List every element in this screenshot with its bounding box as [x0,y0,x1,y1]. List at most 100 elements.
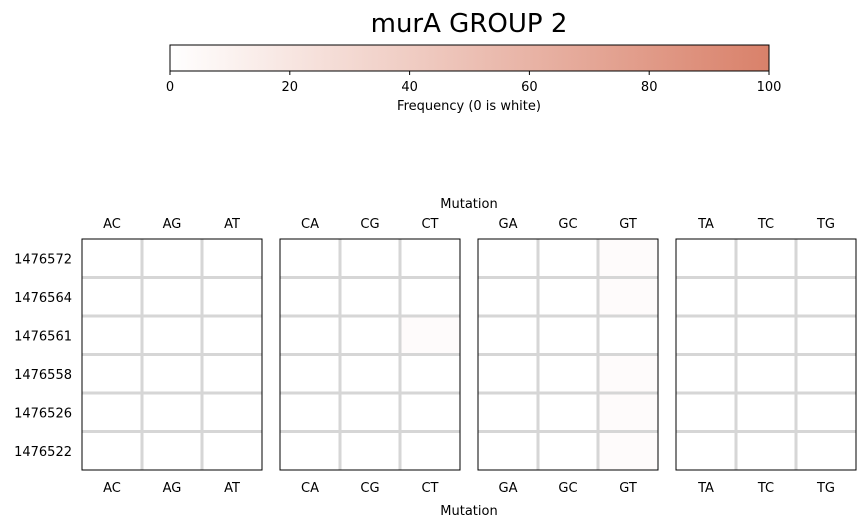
heatmap-cell [676,393,736,432]
row-label: 1476522 [14,445,72,460]
column-label-bottom: AC [103,481,121,496]
heatmap-cell [736,316,796,355]
heatmap-cell [598,354,658,393]
colorbar-tick-label: 0 [166,80,174,95]
colorbar-gradient [169,44,770,72]
heatmap-cell [340,431,400,470]
heatmap-panels: ACACAGAGATATCACACGCGCTCTGAGAGCGCGTGTTATA… [81,217,857,496]
column-label-bottom: TA [697,481,714,496]
heatmap-cell [202,316,262,355]
heatmap-cell [340,316,400,355]
heatmap-cell [400,316,460,355]
column-label-top: GA [499,217,518,232]
heatmap-cell [400,277,460,316]
column-label-top: AT [224,217,240,232]
column-label-bottom: TG [816,481,835,496]
heatmap-cell [142,316,202,355]
colorbar: 0 20 40 60 80 100 Frequency (0 is white) [166,44,782,114]
heatmap-cell [280,239,340,278]
colorbar-tick-label: 40 [401,80,418,95]
heatmap-cell [280,393,340,432]
x-axis-label-bottom: Mutation [440,504,497,519]
column-label-bottom: GA [499,481,518,496]
heatmap-cell [796,277,856,316]
panel-frame [675,238,857,471]
column-label-top: AG [163,217,182,232]
heatmap-cell [598,316,658,355]
heatmap-cell [676,354,736,393]
panel-frame [477,238,659,471]
panel-G: GA GA GC GC GT GT [477,217,659,496]
column-label-top: CT [421,217,438,232]
column-label-bottom: CT [421,481,438,496]
row-label: 1476572 [14,252,72,267]
column-label-bottom: TC [757,481,774,496]
heatmap-cell [796,316,856,355]
column-label-top: TA [697,217,714,232]
heatmap-cell [676,316,736,355]
colorbar-tick-label: 20 [282,80,299,95]
heatmap-cell [82,316,142,355]
heatmap-cell [478,239,538,278]
panel-C: CA CA CG CG CT CT [279,217,461,496]
heatmap-cell [82,354,142,393]
heatmap-cell [142,277,202,316]
heatmap-cell [598,277,658,316]
heatmap-cell [736,393,796,432]
row-labels: 1476572 1476564 1476561 1476558 1476526 14765… [14,252,72,460]
heatmap-cell [340,393,400,432]
heatmap-cell [796,354,856,393]
heatmap-cell [478,316,538,355]
heatmap-cell [340,277,400,316]
heatmap-cell [676,277,736,316]
heatmap-cell [400,239,460,278]
heatmap-cell [142,393,202,432]
heatmap-cell [538,393,598,432]
column-label-top: TG [816,217,835,232]
heatmap-cell [202,431,262,470]
heatmap-cell [478,354,538,393]
heatmap-cell [736,431,796,470]
row-label: 1476558 [14,368,72,383]
heatmap-cell [538,354,598,393]
heatmap-cell [142,354,202,393]
colorbar-ticks: 0 20 40 60 80 100 [166,71,782,95]
colorbar-tick-label: 100 [757,80,782,95]
column-label-bottom: AG [163,481,182,496]
panel-A: AC AC AG AG AT AT [81,217,263,496]
panel-frame [81,238,263,471]
column-label-bottom: GT [619,481,637,496]
colorbar-tick-label: 60 [521,80,538,95]
column-label-bottom: GC [558,481,577,496]
heatmap-cell [478,393,538,432]
heatmap-cell [82,239,142,278]
heatmap-cell [400,354,460,393]
heatmap-cell [676,239,736,278]
column-label-bottom: CG [360,481,379,496]
heatmap-cell [538,277,598,316]
x-axis-label-top: Mutation [440,197,497,212]
row-label: 1476526 [14,406,72,421]
heatmap-cell [202,239,262,278]
column-label-top: GC [558,217,577,232]
heatmap-cell [676,431,736,470]
panel-T: TA TA TC TC TG TG [675,217,857,496]
heatmap-cell [202,277,262,316]
heatmap-cell [736,239,796,278]
row-label: 1476561 [14,329,72,344]
heatmap-cell [202,354,262,393]
heatmap-cell [478,277,538,316]
heatmap-cell [82,431,142,470]
column-label-bottom: CA [301,481,319,496]
column-label-top: CA [301,217,319,232]
heatmap-cell [142,239,202,278]
heatmap-cell [478,431,538,470]
heatmap-cell [82,277,142,316]
heatmap-cell [796,239,856,278]
heatmap-cell [736,354,796,393]
row-label: 1476564 [14,291,72,306]
colorbar-tick-label: 80 [641,80,658,95]
heatmap-cell [598,431,658,470]
heatmap-cell [280,316,340,355]
